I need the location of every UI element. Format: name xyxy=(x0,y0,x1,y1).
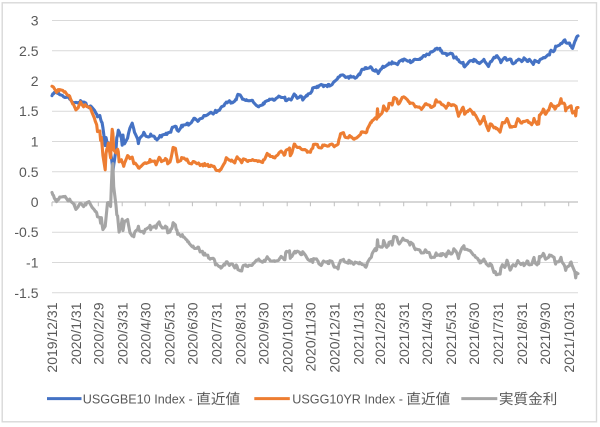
svg-text:2019/12/31: 2019/12/31 xyxy=(44,302,60,372)
svg-text:3: 3 xyxy=(31,13,39,29)
svg-text:2021/7/31: 2021/7/31 xyxy=(490,302,506,364)
svg-text:2020/6/30: 2020/6/30 xyxy=(185,302,201,364)
svg-text:2021/4/30: 2021/4/30 xyxy=(419,302,435,364)
svg-text:2020/9/30: 2020/9/30 xyxy=(255,302,271,364)
svg-text:0.5: 0.5 xyxy=(19,164,39,180)
svg-text:-1: -1 xyxy=(26,255,39,271)
svg-text:2020/12/31: 2020/12/31 xyxy=(326,302,342,372)
svg-text:2021/5/31: 2021/5/31 xyxy=(443,302,459,364)
svg-text:2.5: 2.5 xyxy=(19,43,39,59)
svg-text:2: 2 xyxy=(31,73,39,89)
svg-text:2020/1/31: 2020/1/31 xyxy=(68,302,84,364)
svg-text:-0.5: -0.5 xyxy=(14,224,38,240)
svg-text:2021/6/30: 2021/6/30 xyxy=(466,302,482,364)
svg-text:2021/3/31: 2021/3/31 xyxy=(396,302,412,364)
svg-text:2021/1/31: 2021/1/31 xyxy=(350,302,366,364)
svg-text:USGGBE10 Index -: USGGBE10 Index - xyxy=(83,392,196,406)
svg-text:2020/11/30: 2020/11/30 xyxy=(303,302,319,371)
svg-text:1: 1 xyxy=(31,134,39,150)
svg-text:2020/8/31: 2020/8/31 xyxy=(232,302,248,364)
svg-text:2020/5/31: 2020/5/31 xyxy=(161,302,177,364)
svg-text:2021/2/28: 2021/2/28 xyxy=(372,302,388,364)
svg-text:0: 0 xyxy=(31,194,39,210)
svg-text:2021/9/30: 2021/9/30 xyxy=(537,302,553,364)
svg-text:1.5: 1.5 xyxy=(19,103,39,119)
svg-text:2021/10/31: 2021/10/31 xyxy=(561,302,577,372)
svg-text:2020/7/31: 2020/7/31 xyxy=(208,302,224,364)
svg-text:2020/3/31: 2020/3/31 xyxy=(114,302,130,364)
svg-text:2021/8/31: 2021/8/31 xyxy=(514,302,530,364)
svg-text:-1.5: -1.5 xyxy=(14,285,38,301)
svg-text:2020/10/31: 2020/10/31 xyxy=(279,302,295,372)
svg-text:2020/4/30: 2020/4/30 xyxy=(137,302,153,364)
svg-text:2020/2/29: 2020/2/29 xyxy=(90,302,106,364)
svg-text:USGG10YR Index -: USGG10YR Index - xyxy=(292,392,406,406)
